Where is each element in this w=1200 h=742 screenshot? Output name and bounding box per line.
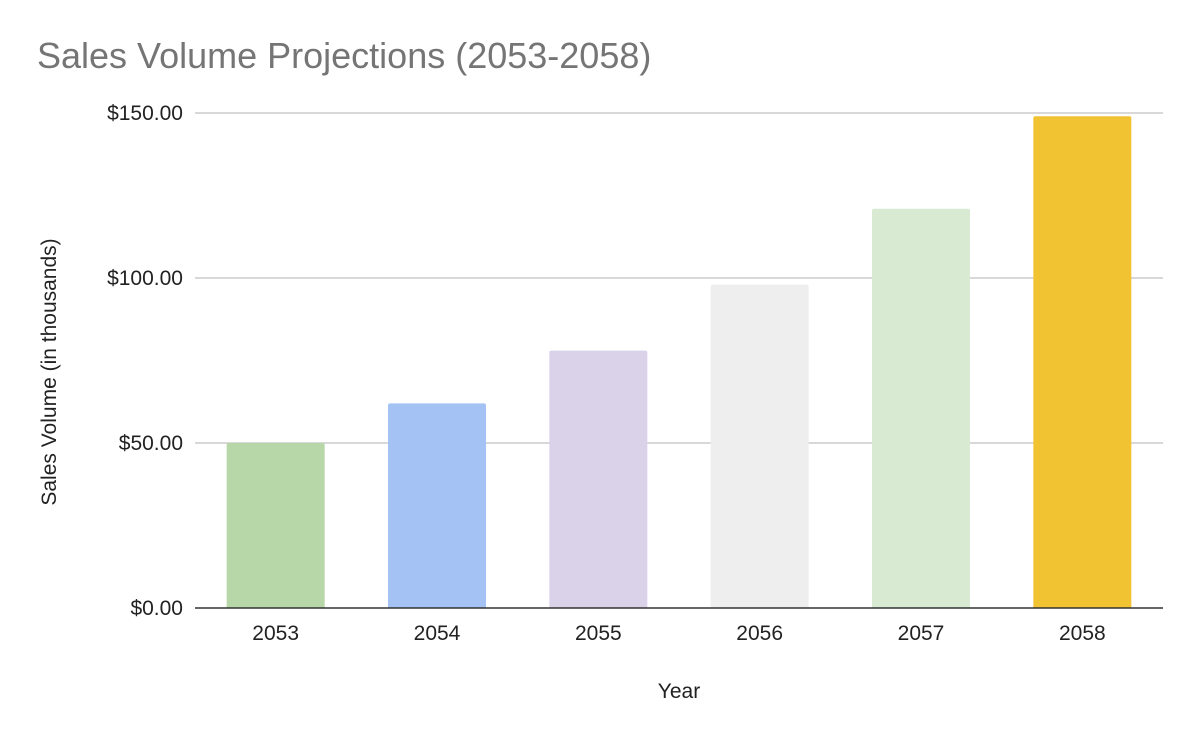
bar-2054: [388, 403, 486, 608]
bars: [226, 116, 1132, 609]
gridlines: [195, 112, 1163, 444]
x-axis-ticks: 2053 2054 2055 2056 2057 2058: [252, 622, 1105, 645]
x-tick-label: 2053: [252, 622, 299, 645]
bar-2053: [226, 443, 325, 608]
bar-2055: [549, 350, 648, 608]
y-tick-label: $50.00: [119, 432, 183, 455]
chart-title: Sales Volume Projections (2053-2058): [37, 35, 651, 76]
x-tick-label: 2056: [736, 622, 783, 645]
x-tick-label: 2054: [414, 622, 461, 645]
y-axis-title: Sales Volume (in thousands): [38, 238, 61, 505]
y-tick-label: $0.00: [130, 597, 183, 620]
x-tick-label: 2058: [1059, 622, 1106, 645]
bar-2056: [710, 284, 809, 608]
x-axis-title: Year: [658, 680, 700, 703]
x-tick-label: 2055: [575, 622, 622, 645]
y-tick-label: $150.00: [107, 102, 183, 125]
y-tick-label: $100.00: [107, 267, 183, 290]
y-axis-ticks: $0.00 $50.00 $100.00 $150.00: [107, 102, 183, 620]
x-tick-label: 2057: [898, 622, 945, 645]
bar-2058: [1033, 116, 1132, 609]
bar-2057: [872, 208, 970, 608]
